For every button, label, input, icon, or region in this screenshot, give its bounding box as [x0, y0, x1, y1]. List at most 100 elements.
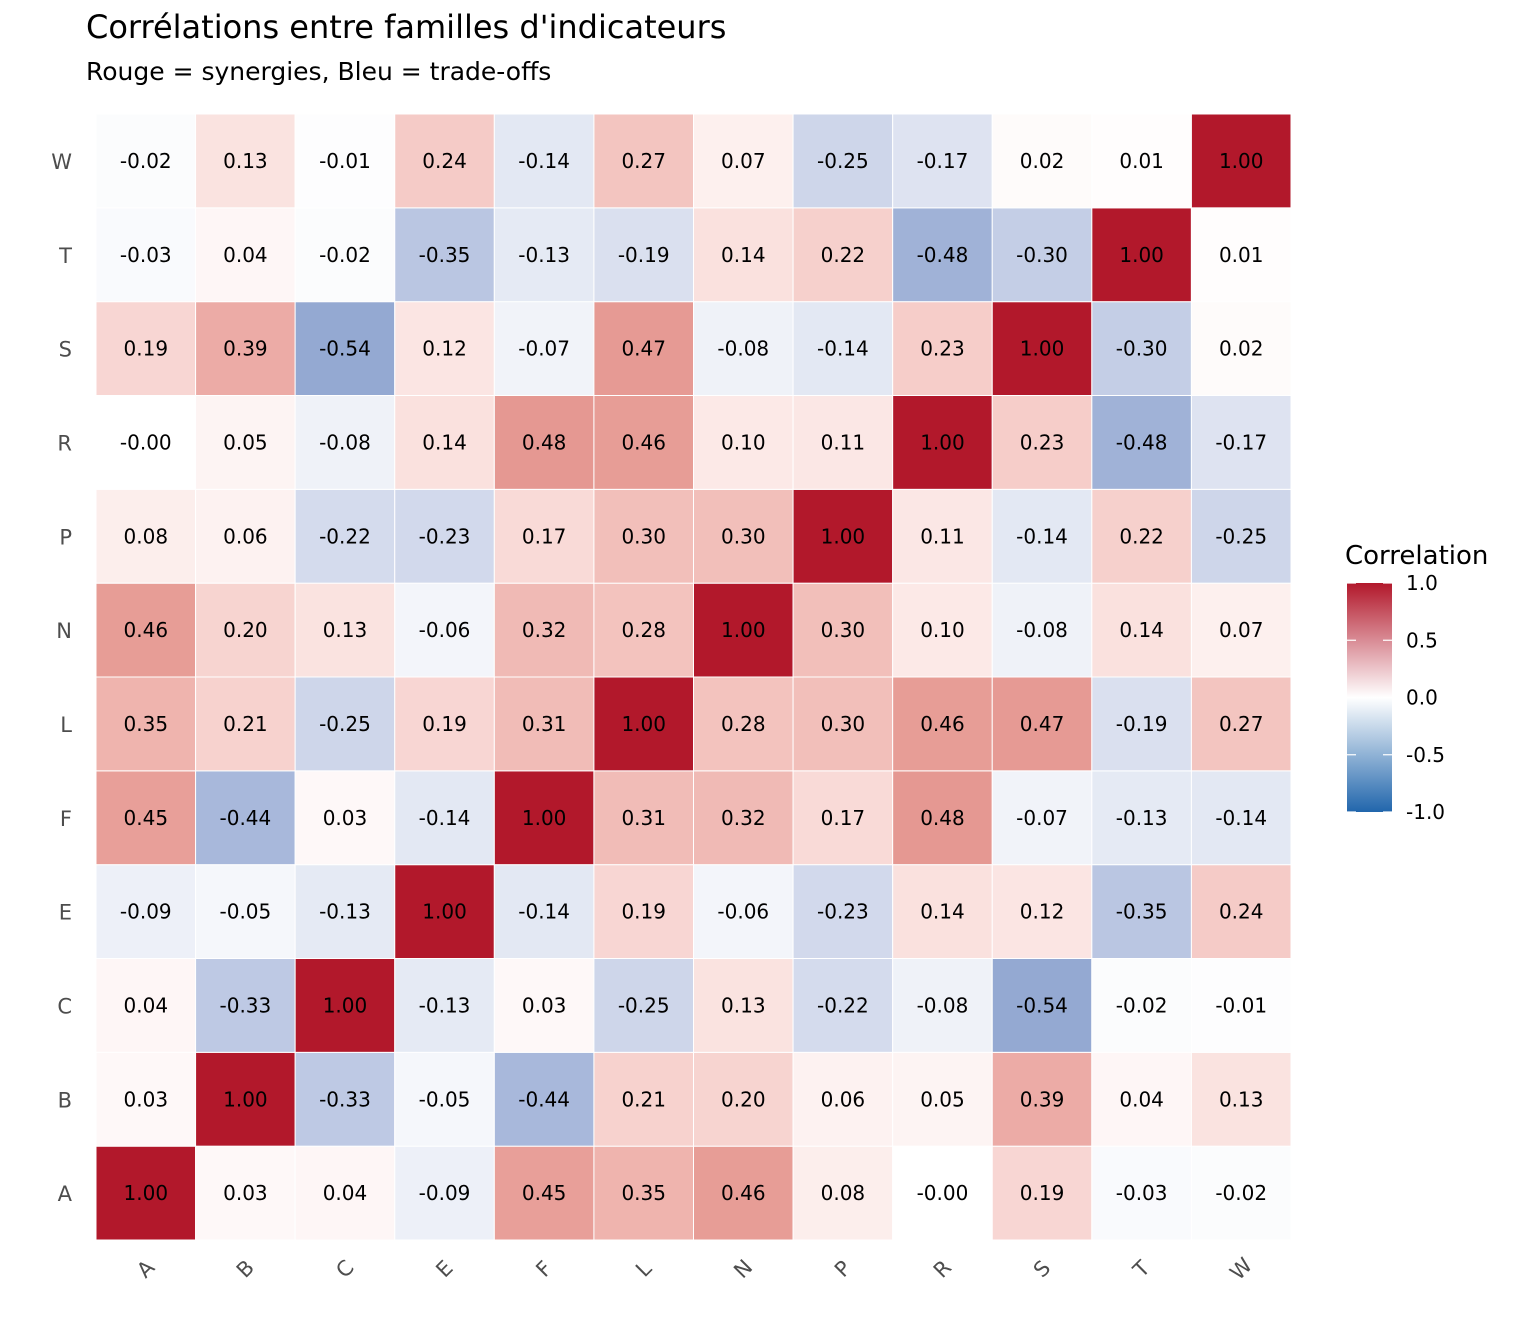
cell-value-label: -0.54: [319, 337, 371, 361]
cell-value-label: 1.00: [1119, 243, 1164, 267]
heatmap-cell-A-A: [95, 1145, 197, 1241]
cell-value-label: -0.06: [419, 618, 471, 642]
cell-value-label: 0.04: [1119, 1087, 1164, 1111]
heatmap-cell-F-T: [1091, 770, 1192, 866]
cell-value-label: 0.32: [721, 806, 766, 830]
cell-value-label: -0.00: [120, 430, 172, 454]
heatmap-cell-A-L: [593, 1145, 695, 1241]
heatmap-cell-N-P: [792, 582, 894, 678]
chart-subtitle: Rouge = synergies, Bleu = trade-offs: [86, 57, 552, 86]
heatmap-cell-N-A: [95, 582, 197, 678]
heatmap-cell-E-E: [394, 864, 495, 960]
cell-value-label: 0.45: [522, 1181, 567, 1205]
cell-value-label: -0.05: [220, 900, 272, 924]
heatmap-cell-R-L: [593, 395, 695, 490]
heatmap-cell-S-C: [294, 301, 396, 396]
heatmap-cell-W-B: [195, 113, 296, 209]
y-tick-label: B: [58, 1088, 72, 1112]
heatmap-cell-N-R: [892, 582, 993, 678]
cell-value-label: 0.13: [1219, 1087, 1264, 1111]
heatmap-cell-F-N: [693, 770, 794, 866]
heatmap-cell-T-A: [95, 207, 197, 303]
heatmap-cell-N-B: [195, 582, 296, 678]
heatmap-cell-W-W: [1190, 113, 1292, 209]
heatmap-cell-W-P: [792, 113, 894, 209]
y-tick-label: F: [60, 807, 72, 831]
cell-value-label: 0.47: [1020, 712, 1065, 736]
x-tick-label: S: [1029, 1256, 1055, 1282]
cell-value-label: 0.20: [223, 618, 268, 642]
cell-value-label: 0.10: [721, 430, 766, 454]
y-tick-label: E: [59, 901, 72, 925]
heatmap-cell-W-E: [394, 113, 495, 209]
heatmap-cell-B-A: [95, 1051, 197, 1147]
cell-value-label: -0.14: [817, 337, 869, 361]
cell-value-label: 0.19: [1020, 1181, 1065, 1205]
cell-value-label: 0.46: [621, 430, 666, 454]
cell-value-label: 0.11: [821, 430, 866, 454]
cell-value-label: 0.06: [223, 524, 268, 548]
heatmap-cell-F-R: [892, 770, 993, 866]
heatmap-cell-R-E: [394, 395, 495, 490]
cell-value-label: -0.05: [419, 1087, 471, 1111]
y-axis: A B C E F L N P R S T W: [51, 150, 72, 1206]
cell-value-label: -0.03: [1116, 1181, 1168, 1205]
cell-value-label: 1.00: [621, 712, 666, 736]
cell-value-label: -0.13: [419, 993, 471, 1017]
cell-value-label: 0.02: [1020, 149, 1065, 173]
heatmap-cell-R-B: [195, 395, 296, 490]
cell-value-label: 0.13: [223, 149, 268, 173]
heatmap-cell-N-F: [493, 582, 595, 678]
heatmap-cell-P-W: [1190, 488, 1292, 584]
heatmap-cell-B-F: [493, 1051, 595, 1147]
heatmap-cell-T-T: [1091, 207, 1192, 303]
heatmap-cell-L-E: [394, 676, 495, 772]
cell-value-label: 1.00: [124, 1181, 169, 1205]
cell-value-label: -0.14: [518, 149, 570, 173]
cell-value-label: 0.27: [1219, 712, 1264, 736]
heatmap-cell-E-N: [693, 864, 794, 960]
heatmap-cell-N-S: [991, 582, 1093, 678]
heatmap-cell-R-W: [1190, 395, 1292, 490]
cell-value-label: 0.04: [124, 993, 169, 1017]
y-tick-label: A: [58, 1182, 73, 1206]
cell-value-label: 0.23: [1020, 430, 1065, 454]
heatmap-cell-C-S: [991, 958, 1093, 1053]
heatmap-cell-E-F: [493, 864, 595, 960]
cell-value-label: -0.23: [419, 524, 471, 548]
cell-value-label: -0.17: [1215, 430, 1267, 454]
heatmap-cell-P-P: [792, 488, 894, 584]
cell-value-label: -0.54: [1016, 993, 1068, 1017]
legend-tick-label: 0.0: [1406, 686, 1438, 710]
cell-value-label: 0.46: [721, 1181, 766, 1205]
cell-value-label: 0.22: [821, 243, 866, 267]
cell-value-label: -0.23: [817, 900, 869, 924]
x-tick-label: R: [929, 1255, 956, 1282]
cell-value-label: 1.00: [821, 524, 866, 548]
heatmap-cell-T-S: [991, 207, 1093, 303]
cell-value-label: -0.19: [618, 243, 670, 267]
cell-value-label: 0.05: [223, 430, 268, 454]
cell-value-label: 1.00: [522, 806, 567, 830]
heatmap-cell-P-R: [892, 488, 993, 584]
x-tick-label: L: [631, 1256, 656, 1281]
cell-value-label: 0.28: [721, 712, 766, 736]
cell-value-label: -0.02: [120, 149, 172, 173]
x-tick-label: C: [331, 1255, 358, 1282]
heatmap-cell-T-W: [1190, 207, 1292, 303]
heatmap-cell-L-C: [294, 676, 396, 772]
heatmap-cell-T-C: [294, 207, 396, 303]
cell-value-label: -0.25: [817, 149, 869, 173]
heatmap-cell-W-F: [493, 113, 595, 209]
cell-value-label: -0.33: [319, 1087, 371, 1111]
cell-value-label: 1.00: [920, 430, 965, 454]
x-tick-label: E: [431, 1256, 457, 1282]
cell-value-label: -0.09: [120, 900, 172, 924]
heatmap-cell-F-A: [95, 770, 197, 866]
heatmap-cell-R-A: [95, 395, 197, 490]
heatmap-cell-T-E: [394, 207, 495, 303]
heatmap-cell-C-B: [195, 958, 296, 1053]
cell-value-label: -0.02: [319, 243, 371, 267]
cell-value-label: 1.00: [422, 900, 467, 924]
cell-value-label: 0.48: [522, 430, 567, 454]
